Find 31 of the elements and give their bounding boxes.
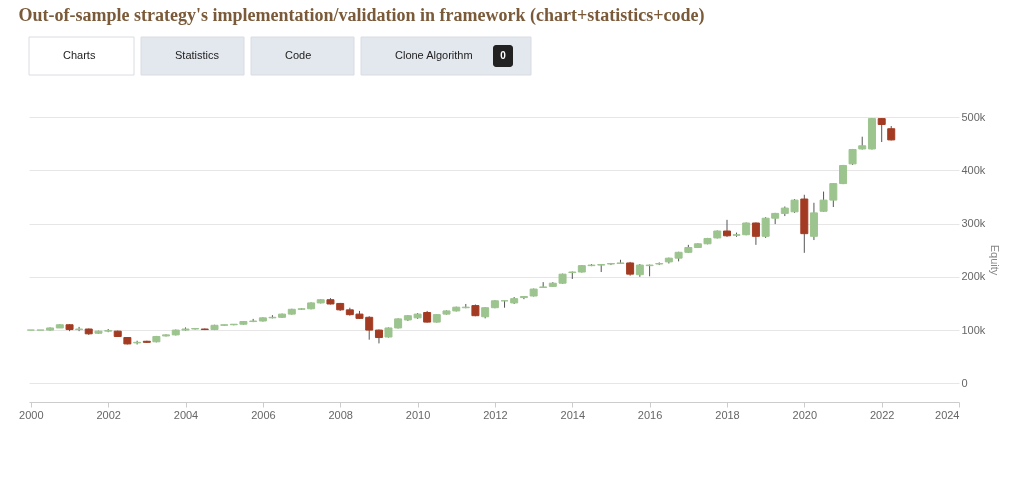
x-tick-label: 2008 bbox=[328, 408, 353, 421]
chart-title: Out-of-sample strategy's implementation/validation in framework (chart+statistics+code) bbox=[18, 4, 705, 26]
y-tick-label: 500k bbox=[961, 110, 986, 123]
x-tick-label: 2018 bbox=[715, 408, 740, 421]
x-tick-label: 2010 bbox=[405, 408, 431, 421]
y-tick-label: 400k bbox=[961, 163, 986, 176]
y-tick-label: 200k bbox=[961, 270, 986, 283]
x-tick-label: 2000 bbox=[19, 408, 44, 421]
candlestick bbox=[723, 219, 731, 238]
candlestick bbox=[75, 326, 84, 332]
x-tick-label: 2020 bbox=[792, 408, 818, 421]
text: Code bbox=[285, 49, 312, 61]
x-tick-label: 2004 bbox=[173, 408, 199, 421]
text: 0 bbox=[500, 50, 507, 61]
x-tick-label: 2002 bbox=[96, 408, 121, 421]
text: Clone Algorithm bbox=[395, 49, 473, 61]
y-tick-label: 0 bbox=[961, 376, 968, 389]
x-tick-label: 2012 bbox=[483, 408, 508, 421]
x-tick-label: 2022 bbox=[869, 408, 895, 421]
x-tick-label: 2024 bbox=[935, 408, 960, 421]
x-tick-label: 2006 bbox=[251, 408, 276, 421]
candlestick bbox=[809, 202, 818, 241]
text: Charts bbox=[63, 49, 96, 61]
y-axis-title: Equity bbox=[989, 244, 1002, 276]
x-tick-label: 2014 bbox=[560, 408, 586, 421]
candlestick bbox=[751, 221, 760, 246]
text: Statistics bbox=[175, 49, 220, 61]
y-tick-label: 100k bbox=[961, 323, 986, 336]
x-tick-label: 2016 bbox=[637, 408, 663, 421]
y-tick-label: 300k bbox=[961, 217, 986, 230]
candlestick bbox=[877, 117, 886, 143]
